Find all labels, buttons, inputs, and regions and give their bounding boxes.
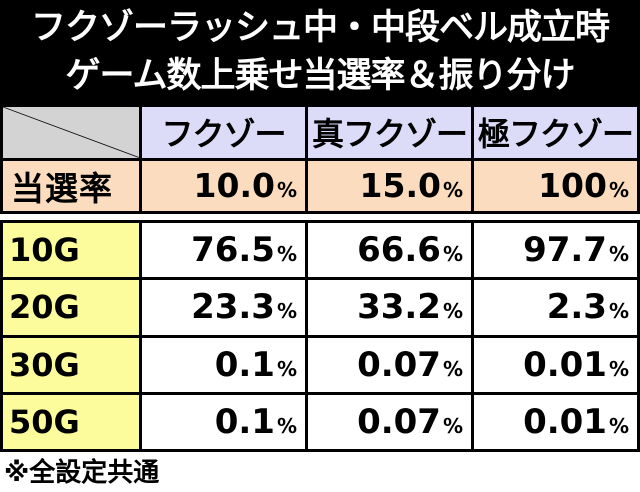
percent-unit: %	[276, 177, 297, 202]
value: 0.07	[357, 344, 441, 385]
value: 76.5	[191, 230, 275, 271]
percent-unit: %	[608, 356, 629, 381]
row-header-win-rate: 当選率	[3, 160, 139, 211]
value: 23.3	[191, 287, 275, 328]
percent-unit: %	[276, 413, 297, 438]
value-cell: 33.2%	[308, 280, 471, 335]
win-rate-cell: 15.0%	[308, 160, 471, 211]
win-rate-value: 10.0	[193, 166, 275, 206]
value-cell: 0.1%	[142, 394, 305, 449]
value: 2.3	[546, 287, 607, 328]
win-rate-table: フクゾー 真フクゾー 極フクゾー 当選率 10.0% 15.0% 100%	[0, 104, 640, 214]
percent-unit: %	[608, 413, 629, 438]
row-header-30g: 30G	[3, 337, 139, 392]
value-cell: 0.1%	[142, 337, 305, 392]
value-cell: 23.3%	[142, 280, 305, 335]
title-line-1: フクゾーラッシュ中・中段ベル成立時	[30, 8, 610, 48]
percent-unit: %	[442, 356, 463, 381]
value-cell: 66.6%	[308, 223, 471, 278]
value-cell: 97.7%	[474, 223, 637, 278]
title-banner: フクゾーラッシュ中・中段ベル成立時 ゲーム数上乗せ当選率＆振り分け	[0, 0, 640, 104]
value-cell: 0.07%	[308, 394, 471, 449]
win-rate-value: 15.0	[359, 166, 441, 206]
column-header-fukuzo: フクゾー	[142, 107, 305, 158]
row-header-20g: 20G	[3, 280, 139, 335]
value: 0.01	[523, 344, 607, 385]
value-cell: 0.01%	[474, 337, 637, 392]
value: 97.7	[523, 230, 607, 271]
corner-diagonal-line	[3, 107, 139, 158]
value-cell: 0.01%	[474, 394, 637, 449]
value: 0.07	[357, 401, 441, 442]
percent-unit: %	[276, 299, 297, 324]
percent-unit: %	[442, 242, 463, 267]
value-cell: 2.3%	[474, 280, 637, 335]
row-header-50g: 50G	[3, 394, 139, 449]
percent-unit: %	[608, 177, 629, 202]
percent-unit: %	[442, 299, 463, 324]
column-header-kiwami-fukuzo: 極フクゾー	[474, 107, 637, 158]
percent-unit: %	[608, 299, 629, 324]
win-rate-cell: 10.0%	[142, 160, 305, 211]
row-header-10g: 10G	[3, 223, 139, 278]
value: 0.1	[214, 344, 275, 385]
title-line-2: ゲーム数上乗せ当選率＆振り分け	[65, 56, 576, 96]
value: 66.6	[357, 230, 441, 271]
table-corner	[3, 107, 139, 158]
footnote: ※全設定共通	[4, 457, 160, 488]
percent-unit: %	[442, 413, 463, 438]
percent-unit: %	[276, 356, 297, 381]
value-cell: 76.5%	[142, 223, 305, 278]
distribution-table: 10G 76.5% 66.6% 97.7% 20G 23.3% 33.2% 2.…	[0, 220, 640, 452]
percent-unit: %	[276, 242, 297, 267]
column-header-shin-fukuzo: 真フクゾー	[308, 107, 471, 158]
percent-unit: %	[442, 177, 463, 202]
percent-unit: %	[608, 242, 629, 267]
value: 0.1	[214, 401, 275, 442]
win-rate-cell: 100%	[474, 160, 637, 211]
win-rate-value: 100	[538, 166, 607, 206]
value: 33.2	[357, 287, 441, 328]
value-cell: 0.07%	[308, 337, 471, 392]
value: 0.01	[523, 401, 607, 442]
